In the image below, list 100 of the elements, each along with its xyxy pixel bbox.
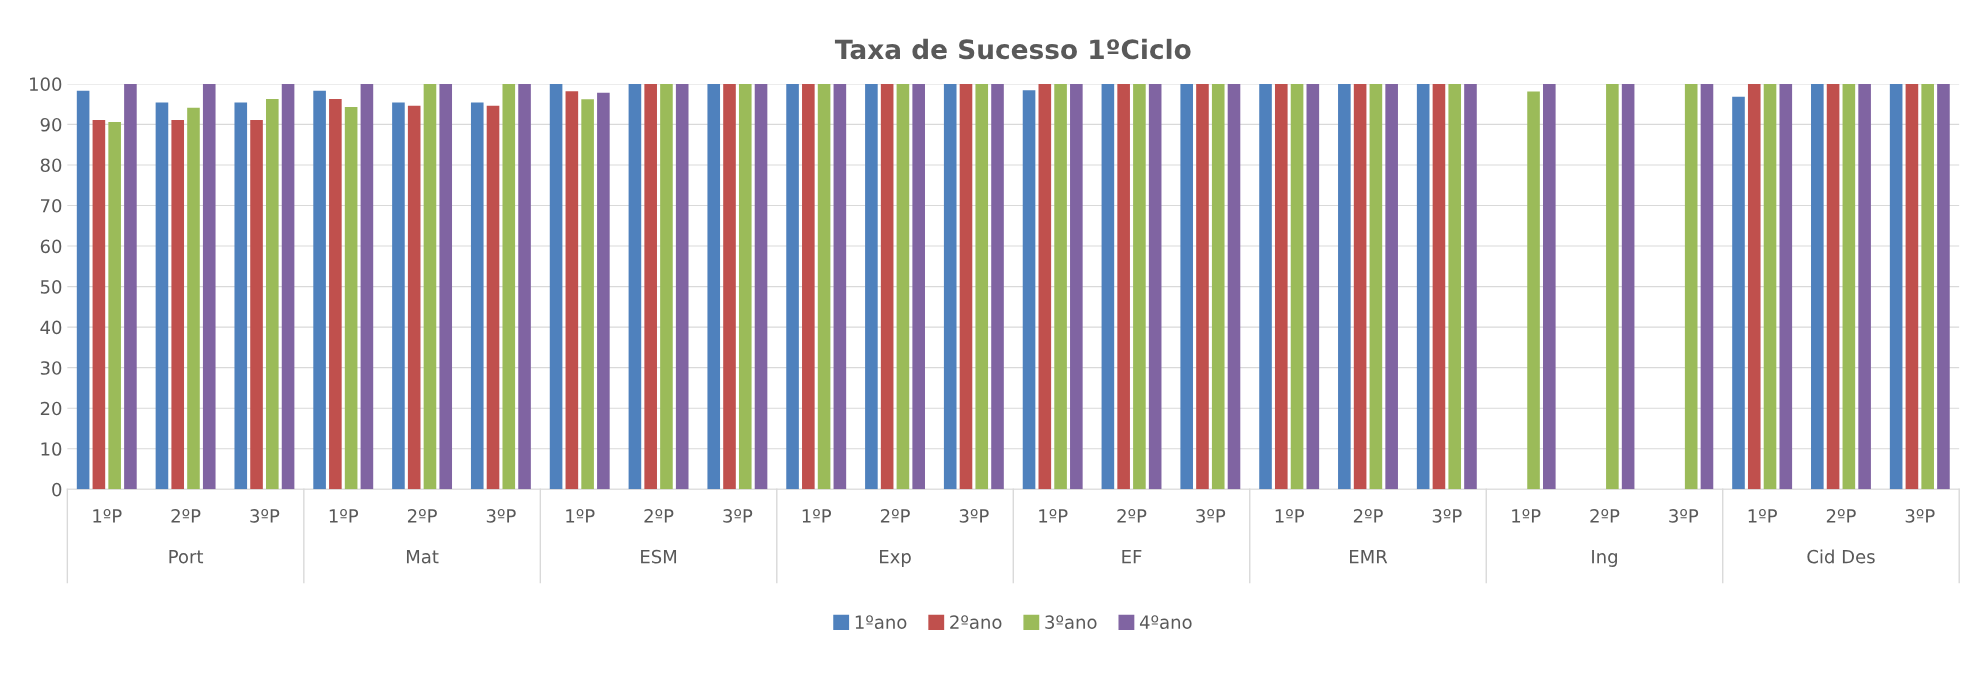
x-tick-label: 3ºP bbox=[1432, 509, 1462, 523]
x-tick-label: 3ºP bbox=[723, 509, 753, 523]
text: Cid Des bbox=[1807, 549, 1875, 564]
bar bbox=[880, 83, 894, 490]
y-tick-label: 40 bbox=[40, 320, 62, 335]
y-tick-label: 100 bbox=[30, 77, 62, 91]
bar bbox=[1684, 83, 1698, 490]
legend-label: 2ºano bbox=[950, 615, 1002, 629]
x-tick-label: 1ºP bbox=[1748, 509, 1777, 523]
bar bbox=[754, 83, 768, 490]
legend-label: 3ºano bbox=[1045, 615, 1097, 629]
bar bbox=[1196, 83, 1209, 490]
bar bbox=[392, 102, 405, 490]
y-tick-label: 70 bbox=[41, 198, 62, 213]
x-tick-label: 2ºP bbox=[644, 509, 674, 523]
bar bbox=[1369, 83, 1383, 490]
bar bbox=[1338, 83, 1351, 490]
x-tick-label: 2ºP bbox=[171, 509, 201, 523]
bar bbox=[1448, 83, 1462, 490]
y-tick-label: 20 bbox=[40, 401, 62, 416]
bar bbox=[1022, 90, 1036, 490]
bar bbox=[124, 83, 137, 490]
x-tick-label: 1ºP bbox=[1275, 509, 1304, 523]
text: EF bbox=[1122, 550, 1142, 564]
bar bbox=[439, 83, 453, 490]
x-tick-label: 1ºP bbox=[1512, 509, 1541, 523]
bar bbox=[76, 90, 90, 490]
x-tick-label: 1ºP bbox=[93, 509, 122, 523]
bar bbox=[1290, 83, 1304, 490]
bar bbox=[1227, 83, 1241, 490]
x-tick-label: 2ºP bbox=[1353, 509, 1383, 523]
bar bbox=[1432, 83, 1446, 490]
bar bbox=[1148, 83, 1162, 490]
x-tick-label: 3ºP bbox=[486, 509, 516, 523]
bar bbox=[92, 119, 106, 490]
bar bbox=[1732, 96, 1745, 490]
bar bbox=[470, 102, 484, 490]
bar bbox=[833, 83, 847, 490]
bar bbox=[738, 83, 752, 490]
bar bbox=[266, 98, 279, 490]
x-tick-label: 1ºP bbox=[1039, 509, 1068, 523]
bar bbox=[1621, 83, 1635, 490]
text: Port bbox=[169, 550, 204, 564]
x-tick-label: 3ºP bbox=[250, 509, 280, 523]
x-tick-label: 2ºP bbox=[1826, 509, 1856, 523]
bar bbox=[1842, 83, 1856, 490]
bar bbox=[549, 83, 563, 490]
x-tick-label: 1ºP bbox=[566, 509, 595, 523]
bar bbox=[155, 102, 169, 490]
bar bbox=[1747, 83, 1761, 490]
bar bbox=[234, 102, 248, 490]
bar bbox=[723, 83, 736, 490]
bar bbox=[108, 121, 121, 490]
bar bbox=[1464, 83, 1477, 490]
bar bbox=[896, 83, 910, 490]
y-tick-label: 30 bbox=[40, 361, 62, 375]
bar bbox=[1763, 83, 1777, 490]
y-tick-label: 80 bbox=[40, 158, 62, 173]
bar bbox=[802, 83, 815, 490]
bar bbox=[1921, 83, 1934, 490]
bar bbox=[1101, 83, 1115, 490]
y-tick-label: 60 bbox=[40, 239, 62, 254]
bar bbox=[644, 83, 657, 490]
x-tick-label: 3ºP bbox=[1905, 509, 1935, 523]
bar bbox=[1416, 83, 1430, 490]
x-tick-label: 2ºP bbox=[407, 509, 437, 523]
y-tick-label: 10 bbox=[41, 442, 62, 456]
x-tick-label: 3ºP bbox=[1669, 509, 1699, 523]
bar bbox=[423, 83, 437, 490]
bar bbox=[518, 83, 531, 490]
bar bbox=[975, 83, 989, 490]
bar bbox=[943, 83, 957, 490]
bar bbox=[1543, 83, 1556, 490]
text: Mat bbox=[406, 550, 439, 564]
bar bbox=[1905, 83, 1919, 490]
bar bbox=[1038, 83, 1052, 490]
bar bbox=[1353, 83, 1367, 490]
bar bbox=[817, 83, 831, 490]
text: Ing bbox=[1592, 550, 1617, 567]
bar bbox=[1779, 83, 1793, 490]
x-tick-label: 3ºP bbox=[959, 509, 989, 523]
bar bbox=[1700, 83, 1714, 490]
x-tick-label: 2ºP bbox=[1590, 509, 1620, 523]
bar bbox=[486, 105, 500, 490]
legend-label: 1ºano bbox=[855, 615, 907, 629]
bar bbox=[959, 83, 973, 490]
text: EMR bbox=[1350, 550, 1388, 564]
bar bbox=[1259, 83, 1272, 490]
bar bbox=[1811, 83, 1824, 490]
y-tick-label: 90 bbox=[40, 117, 62, 132]
bar bbox=[628, 83, 642, 490]
bar bbox=[1889, 83, 1903, 490]
text: ESM bbox=[641, 549, 677, 564]
bar bbox=[660, 83, 673, 490]
bar bbox=[407, 105, 421, 490]
bar bbox=[329, 98, 342, 490]
bar bbox=[313, 90, 326, 490]
bar bbox=[171, 119, 185, 490]
legend-label: 4ºano bbox=[1139, 615, 1192, 629]
bar bbox=[1117, 83, 1130, 490]
